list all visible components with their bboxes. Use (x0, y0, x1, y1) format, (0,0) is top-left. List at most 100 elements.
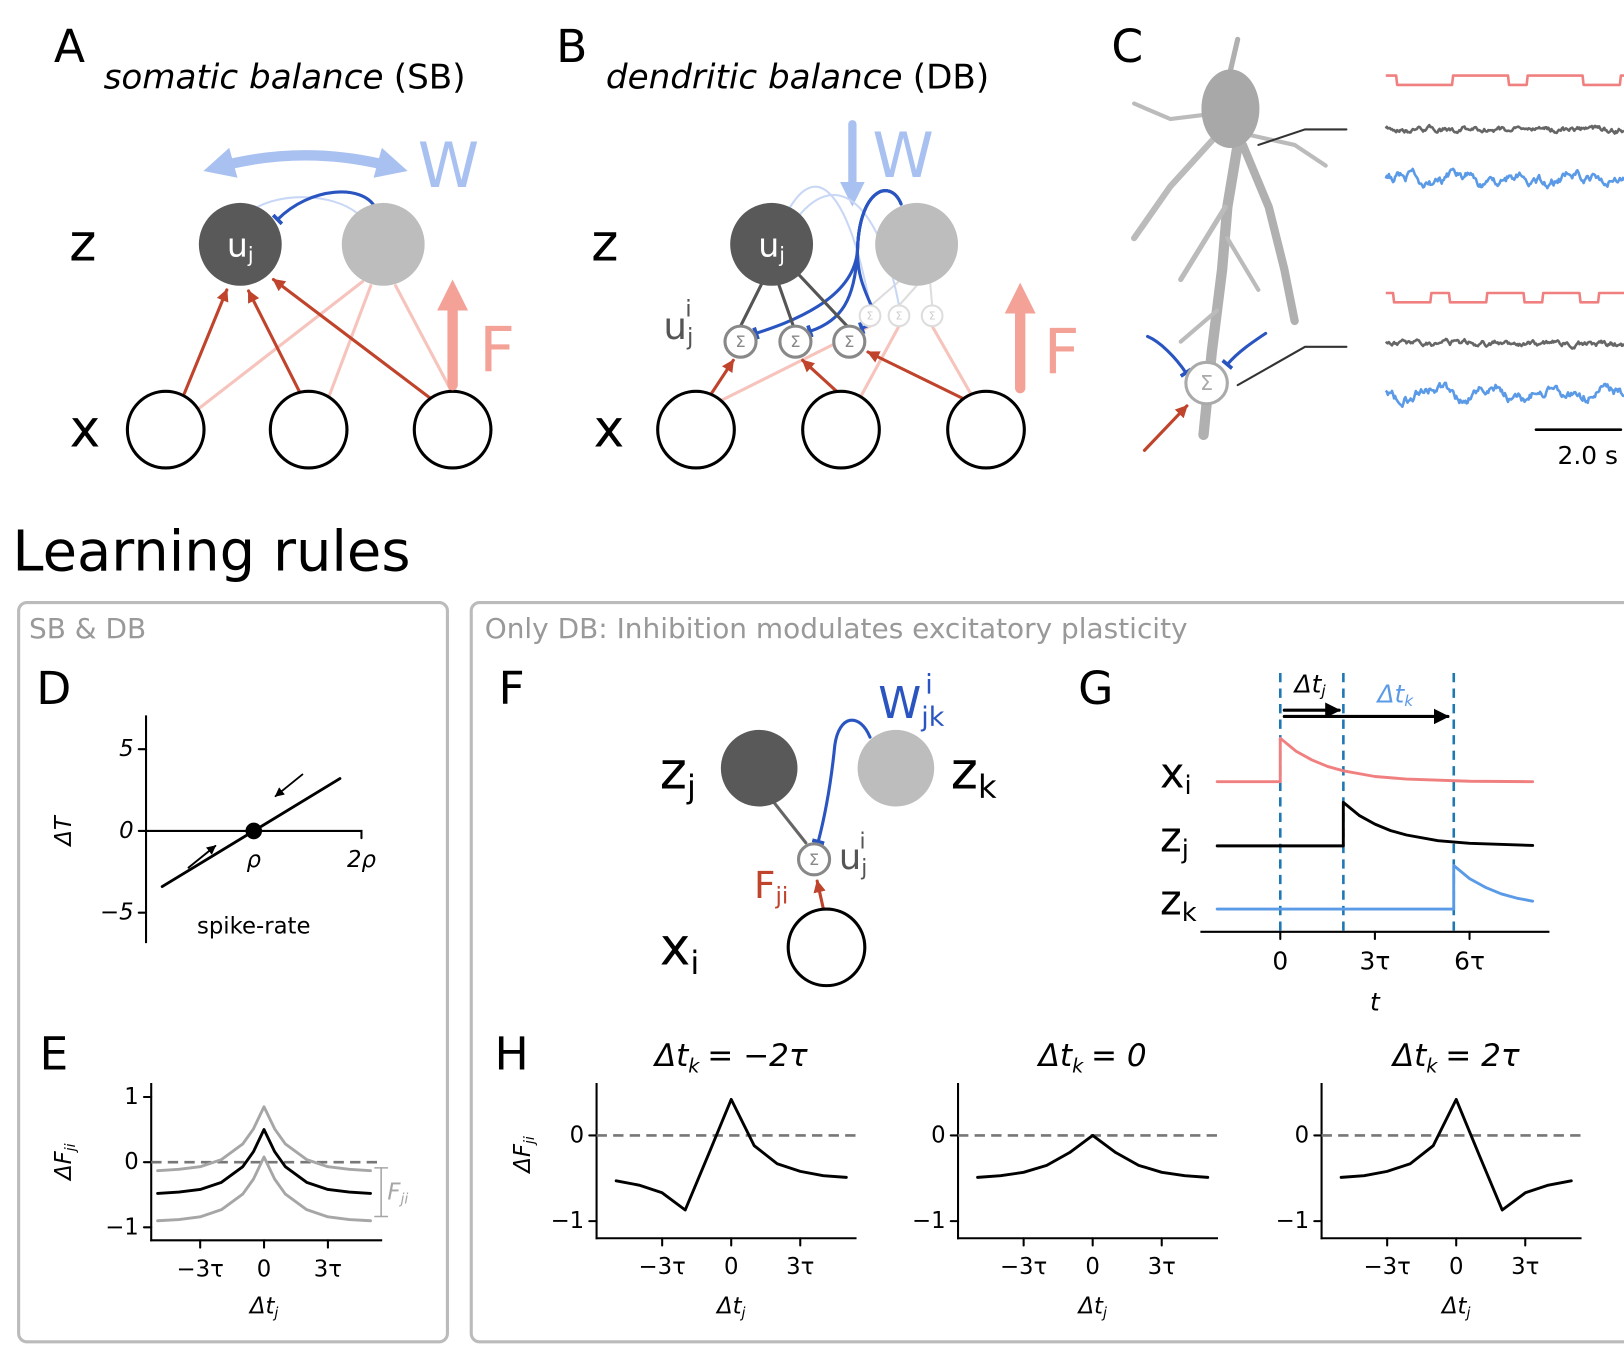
text-part: ΔF (510, 1143, 536, 1175)
text-part: j (860, 855, 867, 880)
input-neuron (414, 391, 491, 468)
text-part: i (1185, 771, 1192, 801)
text-part: somatic balance (104, 58, 384, 98)
input-neuron (948, 391, 1025, 468)
text-part: j (778, 242, 785, 266)
panel-letter: E (39, 1027, 68, 1080)
x-axis-label: Δtj (715, 1294, 746, 1322)
connection (741, 285, 762, 326)
input-neuron (270, 391, 347, 468)
text-part: k (1072, 1054, 1084, 1077)
dendrite (1248, 135, 1326, 166)
connection (800, 275, 848, 326)
voltage-trace (1386, 339, 1624, 349)
text-part: W (878, 679, 921, 729)
input-neuron (658, 391, 735, 468)
x-tick-label: 3τ (786, 1254, 814, 1280)
text-part: Δt (1375, 679, 1405, 708)
y-tick-label: −1 (912, 1208, 946, 1234)
neuron-label: xi (660, 917, 700, 982)
text-part: j (1319, 682, 1326, 700)
voltage-trace (1386, 76, 1624, 85)
connection (930, 282, 932, 306)
text-part: i (925, 669, 933, 700)
direction-arrow (276, 774, 303, 796)
data-point (245, 823, 262, 840)
x-tick-label: −3τ (177, 1256, 224, 1282)
layer-label: z (69, 213, 96, 273)
text-part: jk (920, 702, 944, 733)
input-neuron (127, 391, 204, 468)
input-neuron (788, 909, 865, 986)
x-axis-label: spike-rate (197, 914, 311, 940)
text-part: i (860, 829, 866, 854)
panel-box (19, 603, 448, 1342)
panel-letter: H (495, 1027, 529, 1080)
sum-symbol: Σ (1200, 371, 1213, 395)
sum-symbol: Σ (809, 850, 819, 869)
y-tick-label: 0 (124, 1149, 138, 1175)
text-part: ΔF (51, 1150, 77, 1182)
y-tick-label: −1 (105, 1214, 139, 1240)
y-tick-label: 0 (119, 818, 133, 844)
text-part: Δt (653, 1038, 690, 1074)
scale-bar-label: 2.0 s (1558, 441, 1618, 470)
connection (779, 285, 794, 326)
voltage-trace (1386, 125, 1624, 133)
figure: Asomatic balance(SB)zxWujFBdendritic bal… (0, 0, 1624, 1348)
text-part: u (839, 837, 861, 878)
dendrite (1243, 145, 1295, 321)
data-line (1341, 1099, 1571, 1210)
text-part: Δt (715, 1294, 743, 1320)
y-tick-label: 0 (570, 1122, 584, 1148)
layer-label: x (70, 400, 101, 460)
panel-letter: C (1111, 20, 1143, 73)
dendrite (1230, 39, 1237, 70)
panel-c-morphology (1134, 39, 1346, 450)
text-part: z (1160, 877, 1182, 925)
data-line (1217, 866, 1532, 909)
weight-label: Wjki (878, 669, 945, 733)
x-axis-label: Δtj (1076, 1294, 1107, 1322)
panel-title: dendritic balance(DB) (606, 58, 989, 98)
trace-label: zk (1160, 877, 1197, 928)
text-part: u (227, 225, 248, 264)
x-tick-label: 0 (1272, 946, 1288, 975)
excitatory-connection (184, 290, 226, 394)
neuron-label: zj (660, 741, 696, 806)
text-part: k (1182, 898, 1197, 928)
interval-label: Δtk (1375, 679, 1414, 710)
text-part: Δt (1293, 669, 1323, 698)
plot-title: Δtk= 2τ (1391, 1038, 1520, 1077)
weight-label: Fji (754, 863, 788, 909)
sum-symbol: Σ (844, 332, 854, 351)
y-tick-label: −1 (1276, 1208, 1310, 1234)
x-tick-label: 3τ (314, 1256, 342, 1282)
x-tick-label: ρ (247, 847, 262, 873)
x-tick-label: 0 (724, 1254, 738, 1280)
x-tick-label: 0 (1085, 1254, 1099, 1280)
neuron (721, 730, 798, 807)
y-tick-label: 0 (931, 1122, 945, 1148)
text-part: z (1160, 814, 1182, 862)
x-tick-label: −3τ (1364, 1254, 1411, 1280)
x-tick-label: 0 (257, 1256, 271, 1282)
text-part: j (1181, 835, 1189, 865)
text-part: F (387, 1180, 401, 1206)
y-tick-label: −1 (551, 1208, 585, 1234)
x-tick-label: −3τ (1000, 1254, 1047, 1280)
y-tick-label: −5 (100, 900, 134, 926)
x-axis-label: Δtj (1440, 1294, 1471, 1322)
x-tick-label: 2ρ (347, 847, 376, 873)
text-part: dendritic balance (606, 58, 903, 98)
voltage-trace (1386, 293, 1624, 302)
text-part: Δt (1076, 1294, 1104, 1320)
data-line (1217, 738, 1532, 781)
x-tick-label: 3τ (1148, 1254, 1176, 1280)
text-part: ji (774, 883, 788, 909)
neuron-label: zk (951, 741, 997, 806)
text-part: j (686, 768, 696, 806)
excitatory-connection (803, 360, 839, 393)
text-part: i (690, 944, 699, 982)
x-tick-label: 3τ (1511, 1254, 1539, 1280)
